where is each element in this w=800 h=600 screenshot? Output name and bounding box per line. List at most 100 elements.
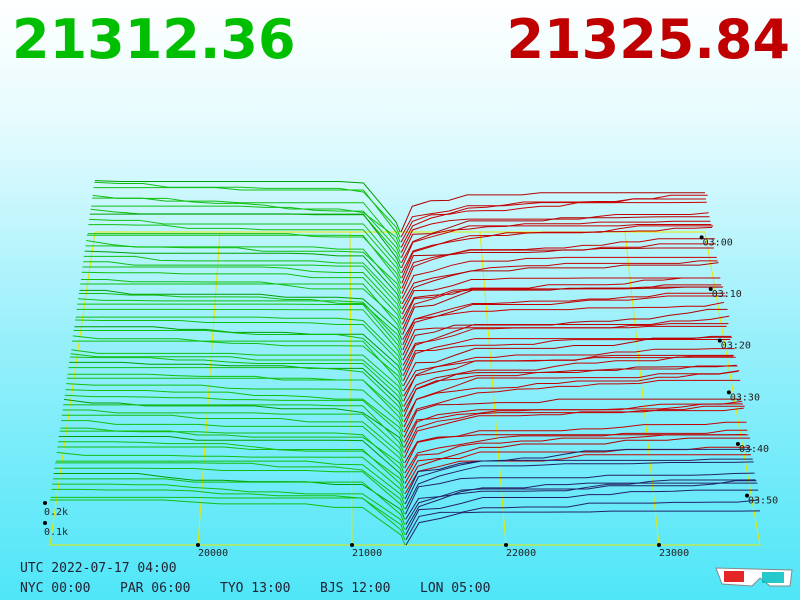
bid-depth-line	[83, 255, 402, 310]
ask-depth-line	[401, 224, 712, 269]
ask-depth-line	[404, 448, 752, 500]
ask-depth-line	[400, 194, 708, 248]
bid-depth-line	[52, 483, 406, 530]
bid-depth-line	[85, 245, 402, 299]
bid-depth-line	[90, 208, 401, 263]
ask-depth-line	[404, 454, 751, 494]
bid-depth-line	[50, 499, 406, 546]
ask-depth-line	[404, 407, 744, 453]
bid-depth-line	[53, 473, 406, 520]
tick-dot	[350, 543, 354, 547]
city-time: BJS 12:00	[320, 581, 390, 596]
ask-depth-line	[405, 499, 760, 541]
bid-depth-line	[67, 373, 404, 423]
ask-depth-line	[404, 461, 754, 510]
bid-depth-line	[82, 266, 402, 320]
ask-depth-line	[400, 216, 710, 258]
ask-depth-line	[405, 482, 758, 530]
bid-depth-line	[63, 404, 404, 453]
tick-dot	[43, 521, 47, 525]
utc-time: UTC 2022-07-17 04:00	[20, 561, 177, 576]
bid-depth-line	[79, 289, 403, 340]
time-tick-label: 03:50	[748, 496, 778, 507]
tick-dot	[745, 493, 750, 498]
depth-lines	[50, 180, 761, 546]
ask-depth-line	[401, 243, 716, 294]
bid-depth-line	[63, 398, 404, 448]
bid-depth-line	[75, 319, 403, 371]
bid-depth-line	[76, 308, 403, 361]
ask-depth-line	[402, 286, 724, 335]
bid-depth-line	[94, 180, 401, 233]
bid-depth-line	[92, 197, 401, 253]
ask-depth-line	[403, 379, 741, 433]
bid-depth-line	[69, 356, 404, 407]
bid-depth-line	[52, 478, 406, 525]
bid-depth-line	[69, 361, 404, 412]
ask-depth-line	[403, 365, 738, 417]
bid-depth-line	[88, 224, 402, 279]
bid-depth-line	[78, 298, 403, 351]
ask-depth-line	[404, 405, 745, 458]
price-tick-label: 23000	[659, 548, 689, 559]
bid-depth-line	[57, 446, 405, 494]
ask-depth-line	[405, 489, 759, 535]
ask-depth-line	[401, 225, 714, 279]
bid-depth-line	[59, 430, 405, 479]
bid-depth-line	[73, 330, 403, 381]
city-time: TYO 13:00	[220, 581, 290, 596]
ask-depth-line	[404, 429, 748, 474]
ask-depth-line	[403, 364, 737, 412]
volume-tick-label: 0.2k	[44, 507, 68, 518]
bid-depth-line	[61, 414, 405, 464]
ask-depth-line	[401, 256, 717, 299]
time-tick-label: 03:30	[730, 392, 760, 403]
bid-depth-line	[87, 233, 402, 284]
ask-depth-line	[401, 220, 711, 264]
ask-depth-line	[400, 192, 705, 233]
bid-depth-line	[64, 394, 404, 443]
bid-depth-line	[84, 250, 402, 305]
ask-depth-line	[402, 315, 730, 371]
ask-depth-line	[401, 277, 720, 315]
bid-depth-line	[75, 316, 403, 366]
tick-dot	[726, 390, 731, 395]
ask-depth-line	[401, 260, 718, 305]
price-tick-label: 21000	[352, 548, 382, 559]
ask-depth-line	[404, 458, 753, 505]
ask-depth-line	[402, 325, 727, 356]
price-tick-label: 22000	[506, 548, 536, 559]
city-time: LON 05:00	[420, 581, 490, 596]
ask-depth-line	[405, 480, 757, 525]
ask-depth-line	[403, 370, 739, 423]
ask-depth-line	[403, 336, 733, 387]
ask-depth-line	[403, 398, 742, 438]
bid-depth-line	[83, 261, 402, 315]
bid-depth-line	[72, 335, 403, 387]
bid-depth-line	[74, 326, 403, 376]
ask-depth-line	[402, 284, 722, 325]
ask-depth-line	[401, 262, 719, 310]
bid-depth-line	[50, 496, 406, 541]
bid-depth-line	[89, 218, 402, 274]
bid-depth-line	[70, 353, 404, 402]
ask-depth-line	[403, 354, 734, 397]
tick-dot	[717, 338, 722, 343]
volume-tick-label: 0.1k	[44, 527, 68, 538]
bid-depth-line	[89, 213, 402, 269]
tick-dot	[504, 543, 508, 547]
bid-depth-line	[78, 292, 403, 346]
tick-dot	[735, 441, 740, 446]
bid-depth-line	[80, 283, 403, 335]
ask-depth-line	[405, 472, 755, 515]
ask-depth-line	[404, 421, 747, 469]
tick-dot	[699, 235, 704, 240]
ask-depth-line	[402, 295, 726, 351]
time-tick-label: 03:20	[721, 341, 751, 352]
bid-depth-line	[56, 451, 405, 500]
bid-depth-line	[54, 467, 405, 515]
bid-depth-line	[58, 441, 405, 489]
bid-depth-line	[77, 303, 403, 356]
bid-depth-line	[94, 181, 401, 238]
